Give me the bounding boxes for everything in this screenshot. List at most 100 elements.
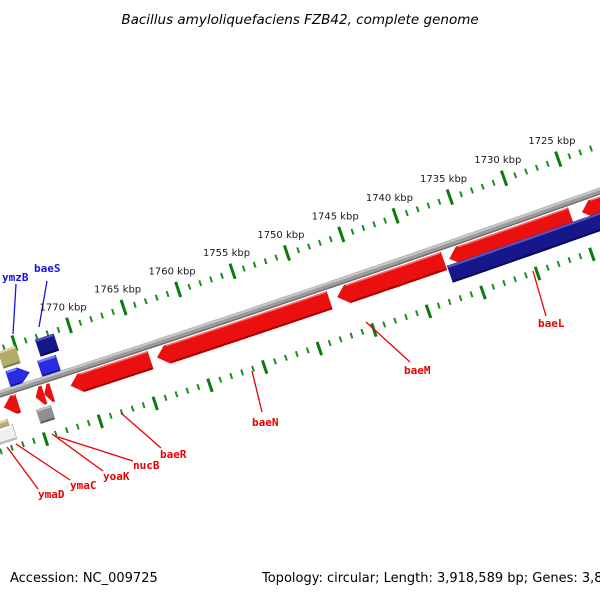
gene-shade: [0, 437, 16, 445]
gene-highlight: [345, 251, 441, 287]
gene-cds-e: [44, 382, 56, 403]
gene-baeL: [446, 212, 600, 283]
outer-tick-1746kbp: [328, 235, 333, 243]
inner-tick-1744kbp: [382, 321, 387, 328]
ruler-label-1765kbp: 1765 kbp: [94, 284, 141, 295]
outer-tick-1776kbp: [1, 344, 6, 351]
gene-highlight: [0, 346, 16, 354]
gene-label-baeN: baeN: [252, 416, 279, 429]
inner-tick-1732kbp: [513, 276, 517, 283]
gene-highlight: [36, 405, 51, 412]
inner-tick-1747kbp: [349, 332, 354, 339]
inner-tick-1777kbp: [21, 441, 25, 448]
leader-ymaD: [6, 446, 39, 490]
gene-cds-g: [70, 350, 154, 392]
inner-tick-1755kbp: [260, 359, 269, 375]
outer-tick-1766kbp: [111, 308, 115, 316]
ruler-label-1760kbp: 1760 kbp: [149, 266, 196, 277]
outer-tick-1769kbp: [78, 319, 83, 326]
inner-tick-1758kbp: [229, 372, 234, 380]
outer-tick-1735kbp: [445, 189, 454, 206]
ruler-ticks: [0, 142, 600, 455]
outer-tick-1748kbp: [307, 243, 311, 250]
inner-tick-1778kbp: [10, 444, 14, 452]
status-summary: Topology: circular; Length: 3,918,589 bp…: [262, 571, 600, 586]
inner-tick-1750kbp: [315, 341, 324, 356]
inner-tick-1743kbp: [393, 317, 398, 324]
leader-ymaC: [15, 443, 71, 481]
outer-tick-1759kbp: [187, 283, 192, 290]
inner-tick-1731kbp: [523, 272, 528, 279]
gene-cds-h: [449, 206, 575, 265]
gene-label-baeS: baeS: [34, 262, 61, 275]
ruler-label-1770kbp: 1770 kbp: [40, 302, 87, 313]
gene-highlight: [165, 290, 327, 347]
inner-tick-1759kbp: [218, 376, 223, 383]
inner-tick-1740kbp: [424, 304, 433, 319]
outer-tick-1760kbp: [174, 281, 183, 298]
outer-tick-1767kbp: [100, 312, 104, 319]
gene-highlight: [6, 367, 17, 374]
leader-baeL: [532, 270, 547, 317]
inner-tick-1751kbp: [305, 347, 310, 354]
outer-tick-1728kbp: [524, 168, 529, 175]
outer-tick-1730kbp: [499, 170, 509, 187]
inner-tick-1725kbp: [588, 247, 596, 262]
gene-baeN: [157, 290, 333, 364]
inner-tick-1774kbp: [53, 430, 58, 437]
outer-tick-1762kbp: [154, 294, 159, 301]
inner-tick-1736kbp: [469, 291, 474, 298]
outer-tick-1726kbp: [545, 160, 550, 168]
outer-tick-1757kbp: [209, 276, 213, 283]
gene-label-baeM: baeM: [404, 364, 431, 377]
ruler-label-1750kbp: 1750 kbp: [257, 230, 304, 241]
outer-tick-1731kbp: [491, 179, 496, 187]
gene-shade: [17, 410, 21, 414]
gene-shade: [40, 349, 59, 357]
inner-tick-1760kbp: [206, 378, 214, 393]
inner-tick-1735kbp: [479, 285, 487, 300]
leader-yoaK: [51, 433, 104, 472]
outer-tick-1745kbp: [337, 226, 346, 243]
gene-shade: [3, 361, 20, 369]
leader-ymzB: [12, 283, 17, 335]
inner-tick-1773kbp: [64, 426, 69, 434]
gene-cds-a: [3, 393, 22, 414]
map-title: Bacillus amyloliquefaciens FZB42, comple…: [121, 12, 479, 28]
inner-tick-1754kbp: [273, 358, 277, 365]
inner-tick-1769kbp: [108, 412, 113, 420]
inner-tick-1756kbp: [251, 365, 255, 372]
backbone-line: [0, 187, 600, 398]
leader-baeM: [365, 321, 411, 363]
gene-label-yoaK: yoaK: [103, 470, 130, 483]
outer-tick-1756kbp: [220, 272, 224, 280]
outer-tick-1724kbp: [567, 153, 572, 160]
status-accession: Accession: NC_009725: [10, 571, 158, 586]
outer-tick-1722kbp: [589, 145, 593, 152]
outer-tick-1754kbp: [241, 265, 246, 272]
outer-tick-1733kbp: [469, 187, 474, 194]
gene-label-ymaD: ymaD: [38, 488, 65, 501]
gene-label-nucB: nucB: [133, 459, 160, 472]
ruler-label-1725kbp: 1725 kbp: [528, 136, 575, 147]
inner-tick-1762kbp: [185, 387, 190, 394]
inner-tick-1757kbp: [240, 369, 245, 376]
gene-shade: [170, 307, 332, 364]
gene-label-baeL: baeL: [538, 317, 565, 330]
ruler-label-1730kbp: 1730 kbp: [474, 155, 521, 166]
gene-shade: [10, 382, 22, 387]
outer-tick-1764kbp: [132, 301, 137, 309]
gene-highlight: [0, 419, 8, 424]
inner-tick-1764kbp: [163, 394, 168, 402]
gene-highlight: [35, 334, 54, 342]
inner-tick-1734kbp: [491, 283, 496, 290]
inner-tick-1729kbp: [545, 264, 550, 271]
gene-shade: [84, 367, 153, 392]
outer-tick-1750kbp: [282, 244, 291, 261]
outer-tick-1744kbp: [350, 228, 355, 235]
inner-tick-1742kbp: [404, 313, 408, 321]
ruler-label-1755kbp: 1755 kbp: [203, 248, 250, 259]
